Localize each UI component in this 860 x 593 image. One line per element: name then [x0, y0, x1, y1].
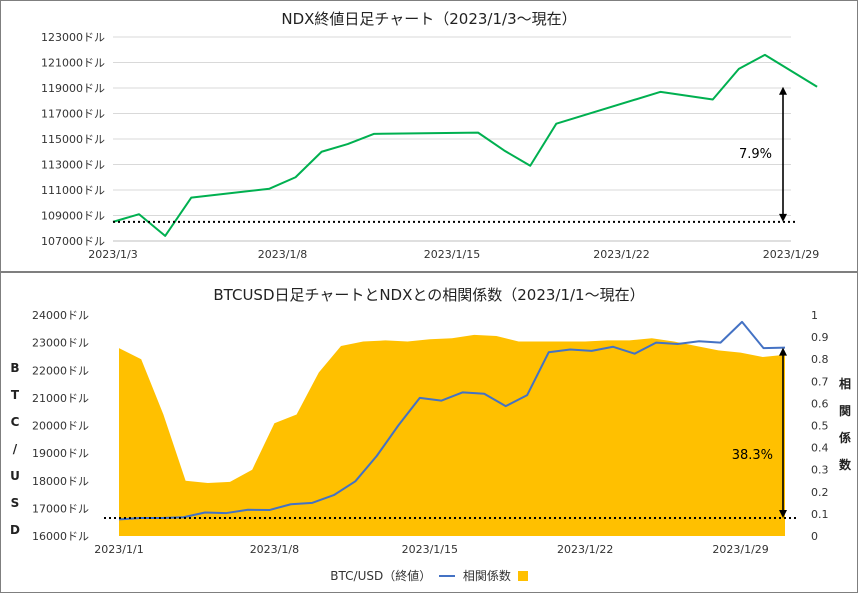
- y-right-tick-label: 0.2: [811, 486, 829, 499]
- y-right-tick-label: 0.9: [811, 331, 829, 344]
- correlation-axis-label: 相関係数: [838, 371, 852, 479]
- ndx-chart-svg: 107000ドル 109000ドル 111000ドル 113000ドル 115000ドル…: [41, 31, 819, 261]
- btc-change-annotation: 38.3%: [732, 448, 773, 463]
- btc-usd-axis-label-char: C: [10, 415, 20, 429]
- y-right-tick-label: 0.7: [811, 375, 829, 388]
- btc-correlation-chart-panel: BTCUSD日足チャートとNDXとの相関係数（2023/1/1〜現在） 1600…: [0, 272, 858, 593]
- correlation-axis-label-char: 関: [838, 404, 851, 418]
- btc-chart-svg: 16000ドル 17000ドル 18000ドル 19000ドル 20000ドル 21000…: [32, 309, 829, 556]
- y-tick-label: 115000ドル: [41, 133, 105, 146]
- y-tick-label: 109000ドル: [41, 210, 105, 223]
- y-tick-label: 119000ドル: [41, 82, 105, 95]
- y-right-tick-label: 0.3: [811, 464, 829, 477]
- x-tick-label: 2023/1/15: [424, 248, 480, 261]
- btc-usd-axis-label-char: B: [10, 361, 20, 375]
- correlation-axis-label-char: 係: [838, 431, 851, 445]
- x-tick-label: 2023/1/22: [593, 248, 649, 261]
- ndx-series-line: [112, 53, 818, 237]
- y-tick-label: 111000ドル: [41, 184, 105, 197]
- y-right-tick-label: 0.4: [811, 442, 829, 455]
- btc-usd-axis-label-char: /: [12, 442, 18, 456]
- y-tick-label: 117000ドル: [41, 108, 105, 121]
- y-left-tick-label: 17000ドル: [32, 502, 89, 515]
- ndx-chart-panel: NDX終値日足チャート（2023/1/3〜現在） 107000ドル 109000ド…: [0, 0, 858, 272]
- y-tick-label: 113000ドル: [41, 159, 105, 172]
- btc-usd-axis-label-char: S: [10, 496, 20, 510]
- ndx-chart-title: NDX終値日足チャート（2023/1/3〜現在）: [281, 10, 577, 28]
- btc-usd-axis-label: B T C / U S D: [8, 355, 22, 544]
- x-tick-label: 2023/1/8: [258, 248, 307, 261]
- y-left-tick-label: 20000ドル: [32, 420, 89, 433]
- y-right-tick-label: 1: [811, 309, 818, 322]
- x-tick-label: 2023/1/22: [557, 543, 613, 556]
- y-tick-label: 123000ドル: [41, 31, 105, 44]
- y-left-tick-label: 19000ドル: [32, 447, 89, 460]
- btc-usd-axis-label-char: D: [10, 523, 20, 537]
- y-left-tick-label: 16000ドル: [32, 530, 89, 543]
- y-left-tick-label: 18000ドル: [32, 475, 89, 488]
- btc-series-line: [118, 320, 786, 521]
- y-right-tick-label: 0.1: [811, 508, 829, 521]
- btc-change-arrow-head-bottom: [779, 510, 787, 519]
- y-tick-label: 107000ドル: [41, 235, 105, 248]
- correlation-area: [119, 334, 785, 536]
- btc-usd-axis-label-char: U: [10, 469, 20, 483]
- y-right-tick-label: 0.8: [811, 353, 829, 366]
- x-tick-label: 2023/1/8: [250, 543, 299, 556]
- x-tick-label: 2023/1/29: [712, 543, 768, 556]
- x-tick-label: 2023/1/15: [402, 543, 458, 556]
- chart-legend: BTC/USD（終値） 相関係数: [1, 567, 857, 584]
- y-left-tick-label: 21000ドル: [32, 392, 89, 405]
- y-left-tick-label: 24000ドル: [32, 309, 89, 322]
- y-right-tick-label: 0: [811, 530, 818, 543]
- ndx-change-annotation: 7.9%: [739, 147, 772, 162]
- btc-change-arrow-head-top: [779, 347, 787, 356]
- correlation-axis-label-char: 数: [838, 458, 851, 472]
- legend-btc-line-icon: [439, 574, 456, 577]
- btc-usd-axis-label-char: T: [10, 388, 20, 402]
- y-right-tick-label: 0.5: [811, 420, 829, 433]
- y-tick-label: 121000ドル: [41, 57, 105, 70]
- y-left-tick-label: 22000ドル: [32, 364, 89, 377]
- legend-corr-swatch-icon: [517, 570, 528, 581]
- btc-chart-title: BTCUSD日足チャートとNDXとの相関係数（2023/1/1〜現在）: [213, 286, 645, 304]
- x-tick-label: 2023/1/29: [763, 248, 819, 261]
- y-left-tick-label: 23000ドル: [32, 337, 89, 350]
- x-tick-label: 2023/1/1: [94, 543, 143, 556]
- ndx-change-arrow-head-bottom: [779, 213, 787, 222]
- correlation-axis-label-char: 相: [838, 377, 851, 391]
- legend-btc-label: BTC/USD（終値）: [330, 569, 432, 583]
- x-tick-label: 2023/1/3: [88, 248, 137, 261]
- y-right-tick-label: 0.6: [811, 397, 829, 410]
- legend-corr-label: 相関係数: [462, 569, 511, 583]
- ndx-change-arrow-head-top: [779, 86, 787, 95]
